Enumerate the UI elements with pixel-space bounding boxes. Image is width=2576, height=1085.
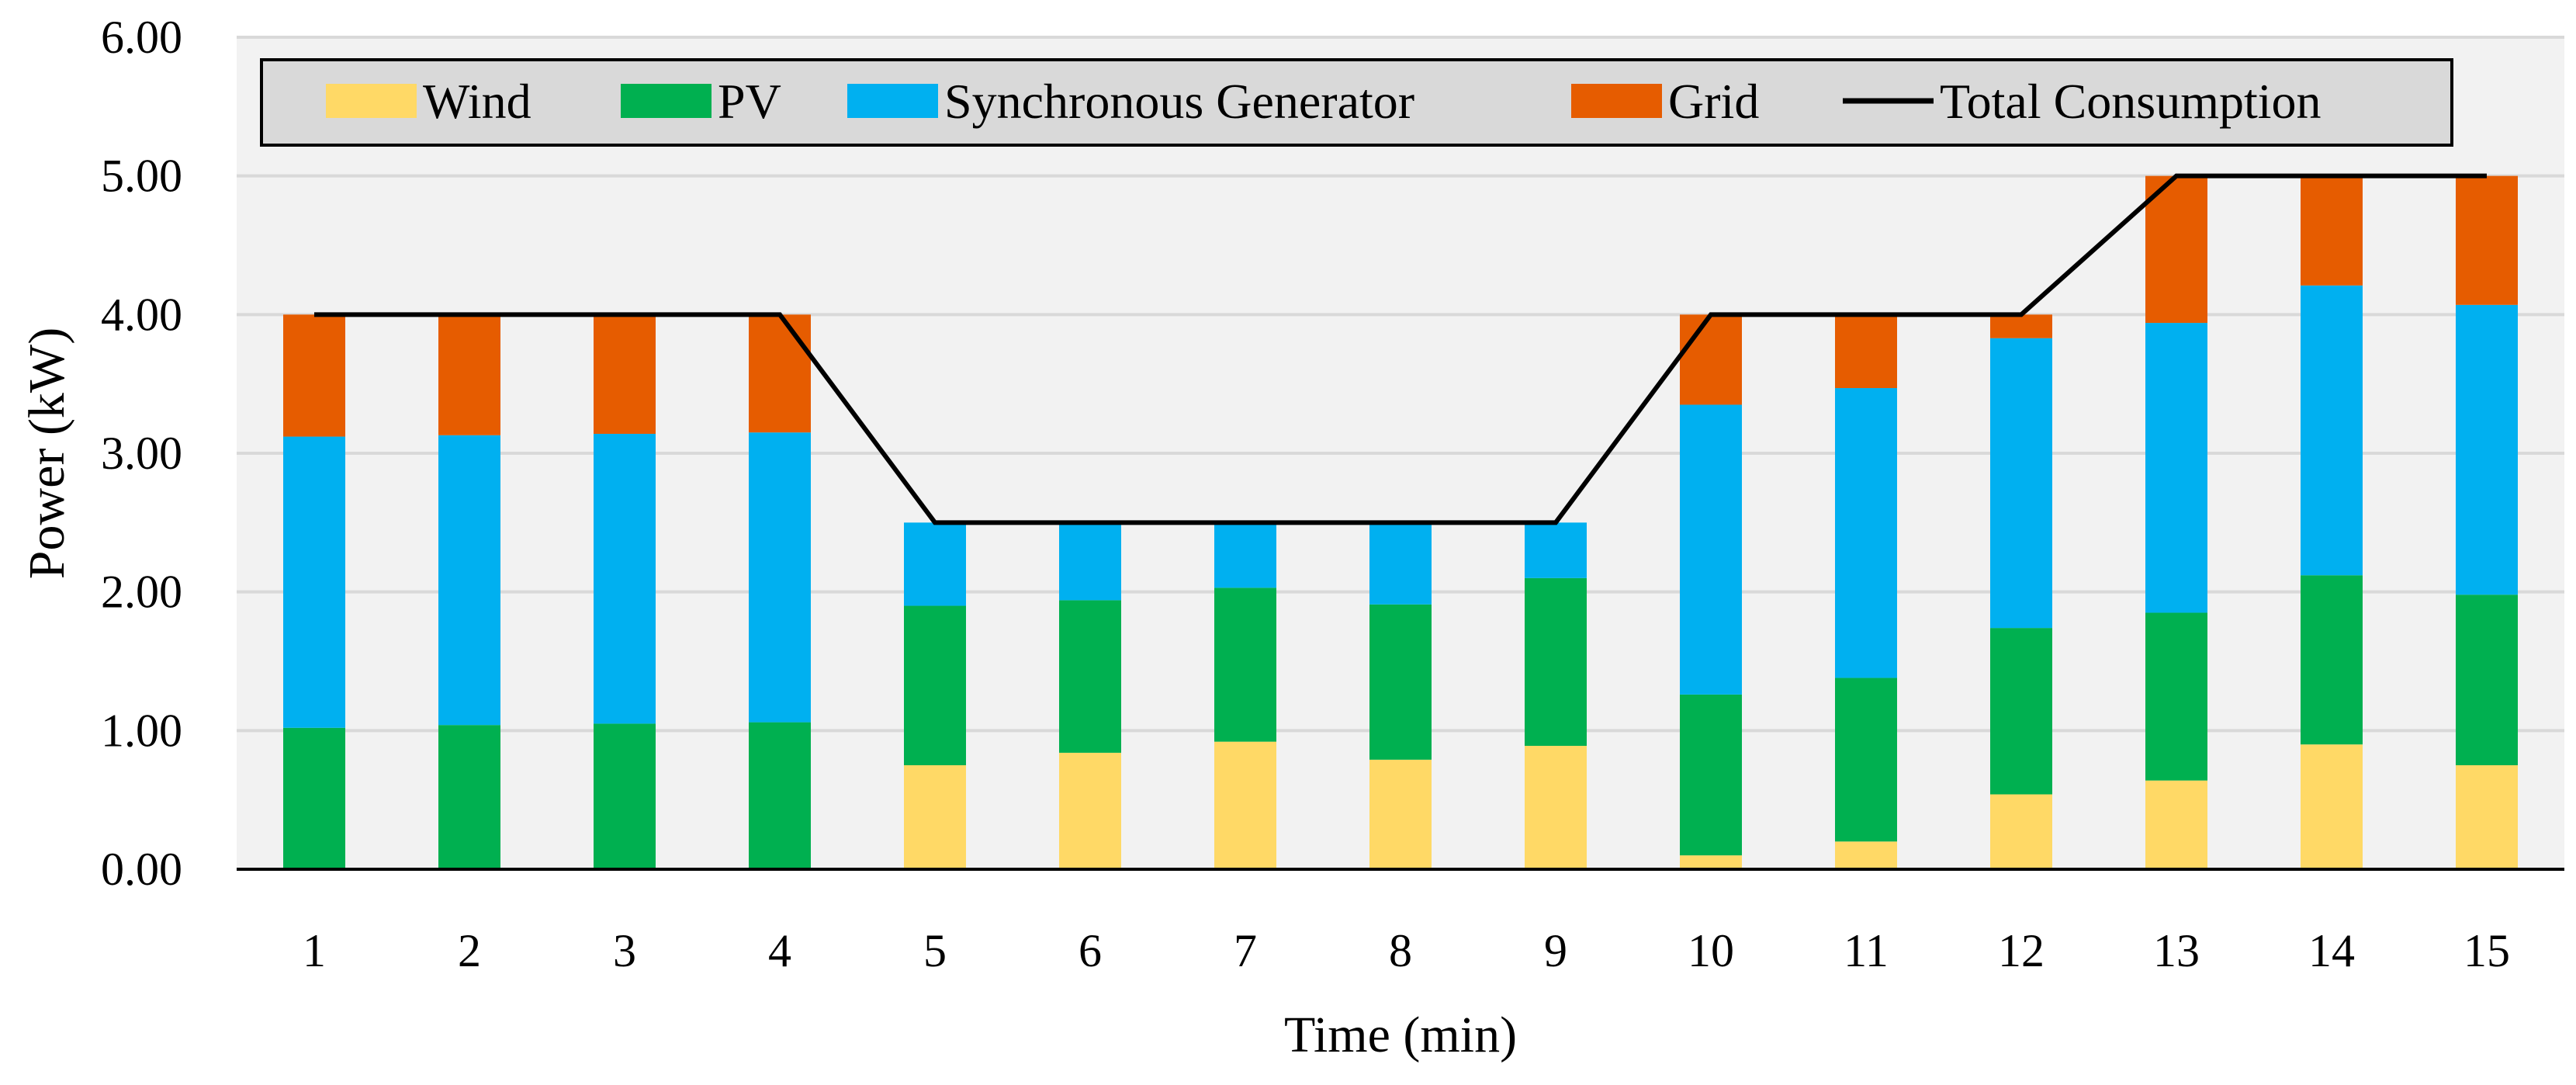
y-tick-label: 0.00 [101,844,182,895]
x-tick-label: 9 [1544,925,1567,976]
bar-synchronous-generator [438,435,500,726]
bar-pv [1835,678,1897,842]
y-tick-label: 3.00 [101,428,182,479]
y-axis-ticks: 0.00 1.00 2.00 3.00 4.00 5.00 6.00 [101,12,182,895]
legend-swatch-synchronous-generator [847,84,938,118]
legend-label-wind: Wind [423,74,531,129]
bar-wind [1059,752,1121,869]
y-tick-label: 1.00 [101,705,182,756]
y-tick-label: 2.00 [101,567,182,618]
legend-label-pv: PV [718,74,781,129]
bar-pv [1680,694,1742,856]
bar-synchronous-generator [1214,522,1276,588]
x-tick-label: 15 [2463,925,2510,976]
bar-wind [1835,841,1897,869]
bar-pv [594,723,656,869]
x-tick-label: 1 [303,925,326,976]
bar-grid [2301,175,2363,286]
y-tick-label: 5.00 [101,151,182,202]
legend-label-total-consumption: Total Consumption [1940,74,2322,129]
bar-synchronous-generator [2456,304,2518,595]
bar-pv [2301,575,2363,745]
bar-pv [1990,628,2052,795]
x-tick-label: 4 [768,925,791,976]
y-tick-label: 6.00 [101,12,182,63]
bar-wind [904,765,966,869]
bar-pv [749,722,811,869]
x-axis-title: Time (min) [1284,1007,1517,1063]
bar-grid [1990,314,2052,338]
bar-pv [1059,600,1121,753]
bar-wind [2145,780,2207,869]
bar-synchronous-generator [749,432,811,723]
bar-synchronous-generator [1059,522,1121,601]
bar-pv [2456,594,2518,765]
bar-wind [1214,741,1276,869]
bar-pv [1525,577,1587,746]
bars-group [283,175,2518,869]
x-tick-label: 7 [1234,925,1257,976]
bar-grid [438,314,500,435]
y-axis-title: Power (kW) [19,328,75,579]
x-tick-label: 5 [923,925,947,976]
bar-synchronous-generator [283,436,345,728]
bar-synchronous-generator [594,433,656,724]
bar-grid [1680,314,1742,405]
x-tick-label: 10 [1688,925,1734,976]
bar-grid [594,314,656,434]
total-consumption-line-group [314,173,2487,525]
legend-label-grid: Grid [1668,74,1759,129]
bar-grid [749,314,811,433]
bar-pv [904,605,966,765]
bar-grid [283,314,345,437]
x-tick-label: 6 [1079,925,1102,976]
x-tick-label: 11 [1844,925,1889,976]
bar-synchronous-generator [2301,285,2363,576]
legend-swatch-grid [1571,84,1662,118]
bar-wind [1369,759,1432,869]
bar-wind [1990,794,2052,869]
bar-synchronous-generator [1680,404,1742,695]
bar-synchronous-generator [904,522,966,606]
x-axis-ticks: 1 2 3 4 5 6 7 8 9 10 11 12 13 14 15 [303,925,2510,976]
bar-pv [438,725,500,869]
bar-grid [1835,314,1897,389]
legend: Wind PV Synchronous Generator Grid Total… [260,58,2453,147]
bar-synchronous-generator [2145,323,2207,613]
legend-swatch-wind [326,84,417,118]
bar-wind [2456,765,2518,869]
legend-label-synchronous-generator: Synchronous Generator [944,74,1414,129]
bar-grid [2145,175,2207,324]
bar-wind [1525,745,1587,869]
x-tick-label: 14 [2308,925,2355,976]
y-tick-label: 4.00 [101,289,182,340]
x-tick-label: 12 [1998,925,2045,976]
total-consumption-line [314,173,2487,525]
bar-pv [1214,588,1276,742]
x-tick-label: 13 [2153,925,2200,976]
bar-pv [283,727,345,869]
x-tick-label: 3 [613,925,636,976]
bar-pv [2145,612,2207,781]
bar-wind [1680,855,1742,869]
bar-synchronous-generator [1990,338,2052,629]
bar-synchronous-generator [1525,522,1587,578]
legend-swatch-pv [621,84,712,118]
bar-grid [2456,175,2518,305]
bar-wind [2301,744,2363,869]
bar-synchronous-generator [1369,522,1432,605]
bar-pv [1369,604,1432,760]
bar-synchronous-generator [1835,388,1897,678]
x-tick-label: 8 [1389,925,1412,976]
x-tick-label: 2 [458,925,481,976]
